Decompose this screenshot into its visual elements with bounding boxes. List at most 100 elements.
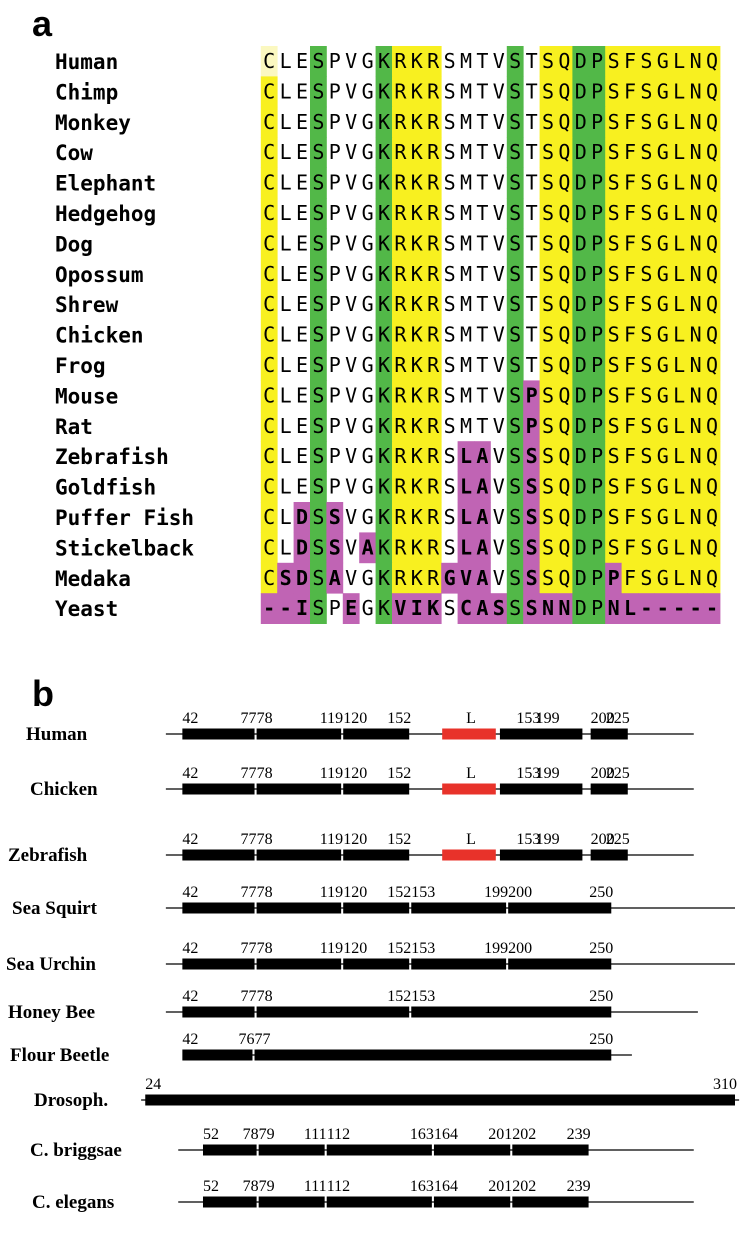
residue: S xyxy=(509,353,521,377)
residue: S xyxy=(640,535,652,559)
gene-row-label: Honey Bee xyxy=(8,1002,95,1023)
species-label: Puffer Fish xyxy=(55,506,194,530)
residue: T xyxy=(526,292,538,316)
shade-cell xyxy=(408,258,426,290)
shade-cell xyxy=(293,562,311,594)
residue: K xyxy=(378,292,390,316)
residue: S xyxy=(312,444,324,468)
residue: L xyxy=(280,201,292,225)
exon-bar xyxy=(182,1049,253,1061)
residue: C xyxy=(263,475,275,499)
shade-cell xyxy=(687,46,704,77)
residue: G xyxy=(362,79,374,103)
residue: L xyxy=(280,79,292,103)
shade-cell xyxy=(703,471,721,503)
residue: S xyxy=(312,140,324,164)
residue: V xyxy=(493,292,505,316)
shade-cell xyxy=(424,228,442,260)
position-label: 202 xyxy=(512,1126,536,1143)
shade-cell xyxy=(506,46,524,77)
residue: K xyxy=(378,535,390,559)
gene-row-label: Sea Urchin xyxy=(6,954,96,975)
shade-cell xyxy=(310,562,327,594)
shade-cell xyxy=(621,350,639,381)
shade-cell xyxy=(605,562,622,594)
residue: Q xyxy=(558,49,570,73)
shade-cell xyxy=(703,350,721,381)
residue: S xyxy=(542,353,554,377)
shade-cell xyxy=(310,350,327,381)
residue: Q xyxy=(558,323,570,347)
residue: S xyxy=(526,566,538,590)
residue: S xyxy=(312,231,324,255)
position-label: 78 xyxy=(257,765,273,782)
residue: K xyxy=(378,444,390,468)
residue: T xyxy=(526,262,538,286)
residue: R xyxy=(427,323,440,347)
shade-cell xyxy=(572,76,590,108)
gene-row: Honey Bee 42 77 78 152 153 250 xyxy=(8,988,698,1023)
residue: R xyxy=(427,292,440,316)
shade-cell xyxy=(654,502,672,533)
shade-cell xyxy=(670,502,688,533)
residue: A xyxy=(476,535,488,559)
position-label: 250 xyxy=(589,988,613,1005)
residue: D xyxy=(575,292,587,316)
shade-cell xyxy=(572,441,590,472)
residue: K xyxy=(411,171,423,195)
residue: G xyxy=(362,171,374,195)
residue: V xyxy=(345,444,357,468)
residue: N xyxy=(690,353,702,377)
residue: P xyxy=(526,383,538,407)
residue: S xyxy=(542,231,554,255)
residue: P xyxy=(591,171,603,195)
residue: S xyxy=(312,475,324,499)
residue: G xyxy=(657,79,669,103)
residue: C xyxy=(263,171,275,195)
shade-cell xyxy=(392,46,409,77)
shade-cell xyxy=(310,258,327,290)
residue: S xyxy=(640,201,652,225)
shade-cell xyxy=(375,258,393,290)
residue: S xyxy=(280,566,292,590)
residue: K xyxy=(411,262,423,286)
residue: T xyxy=(476,292,488,316)
shade-cell xyxy=(392,410,409,442)
shade-cell xyxy=(424,137,442,168)
residue: S xyxy=(444,596,456,620)
residue: T xyxy=(526,140,538,164)
residue: P xyxy=(591,49,603,73)
shade-cell xyxy=(572,167,590,199)
residue: P xyxy=(329,383,341,407)
residue: R xyxy=(394,140,407,164)
residue: P xyxy=(591,140,603,164)
shade-cell xyxy=(654,441,672,472)
residue: G xyxy=(362,49,374,73)
residue: D xyxy=(575,140,587,164)
shade-cell xyxy=(556,502,573,533)
exon-bar xyxy=(343,958,410,970)
shade-cell xyxy=(703,289,721,320)
residue: E xyxy=(296,201,308,225)
residue: T xyxy=(476,49,488,73)
shade-cell xyxy=(310,137,327,168)
shade-cell xyxy=(539,502,557,533)
shade-cell xyxy=(556,198,573,229)
position-label: 201 xyxy=(488,1126,512,1143)
residue: K xyxy=(378,323,390,347)
shade-cell xyxy=(408,137,426,168)
position-label: 199 xyxy=(536,765,560,782)
residue: S xyxy=(640,323,652,347)
residue: L xyxy=(673,201,685,225)
residue: S xyxy=(640,262,652,286)
residue: S xyxy=(640,383,652,407)
exon-bar xyxy=(256,1006,410,1018)
residue: G xyxy=(362,323,374,347)
residue: S xyxy=(312,414,324,438)
residue: S xyxy=(526,596,538,620)
position-label: 77 xyxy=(255,1031,271,1048)
species-label: Hedgehog xyxy=(55,202,156,226)
residue: S xyxy=(509,505,521,529)
residue: P xyxy=(591,535,603,559)
